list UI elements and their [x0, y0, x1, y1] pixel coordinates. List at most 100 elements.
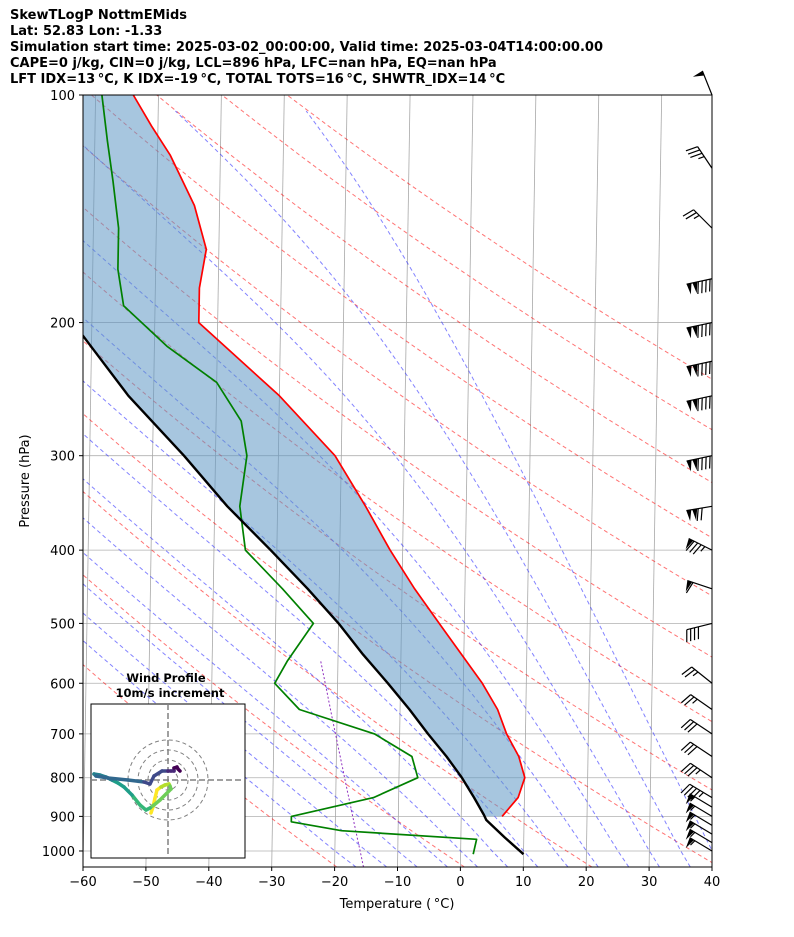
wind-barb-pennant — [686, 400, 692, 412]
wind-barb — [680, 741, 713, 758]
wind-barb-flag — [690, 628, 692, 642]
wind-barb-half-flag — [700, 546, 706, 552]
hodograph-plot — [91, 704, 245, 858]
wind-barb-pennant — [685, 538, 694, 550]
wind-barb — [686, 395, 713, 412]
wind-barb-flag — [685, 582, 694, 594]
index-params-line: LFT IDX=13 °C, K IDX=-19 °C, TOTAL TOTS=… — [10, 72, 506, 87]
y-tick-label: 700 — [50, 728, 75, 743]
wind-barb-flag — [697, 281, 699, 295]
wind-barb-half-flag — [690, 831, 696, 838]
wind-barb-half-flag — [698, 792, 704, 798]
x-tick-label: 30 — [641, 875, 658, 890]
wind-barb — [685, 793, 713, 808]
y-tick-label: 500 — [50, 617, 75, 632]
wind-barb-shaft — [690, 762, 713, 779]
wind-barb — [686, 321, 713, 339]
y-tick-label: 600 — [50, 677, 75, 692]
x-axis-label: Temperature ( °C) — [339, 897, 455, 912]
wind-barb-flag — [697, 325, 699, 338]
wind-barb-shaft — [690, 741, 713, 758]
x-tick-label: −10 — [384, 875, 411, 890]
y-tick-label: 200 — [50, 317, 75, 332]
cin-shaded-area — [83, 95, 525, 817]
hodograph-trace-segment — [176, 767, 182, 773]
wind-barb-flag — [701, 324, 703, 338]
wind-barb — [685, 828, 713, 844]
isotherm-line — [585, 95, 600, 867]
wind-barb-flag — [697, 626, 700, 640]
parcel-profile-line — [83, 333, 525, 856]
dry-adiabat-line — [156, 95, 712, 484]
wind-barb-half-flag — [692, 671, 699, 677]
hodograph-title: Wind Profile — [126, 671, 206, 685]
wind-barb-pennant — [685, 812, 694, 823]
dry-adiabat-line — [83, 574, 465, 867]
moist-adiabat-line — [83, 551, 448, 867]
wind-barb-shaft — [686, 360, 713, 368]
wind-barb-pennant — [686, 283, 692, 295]
moist-adiabat-line — [83, 144, 660, 867]
wind-barb-flag — [701, 280, 703, 294]
dry-adiabat-line — [83, 206, 712, 658]
stability-params-line: CAPE=0 j/kg, CIN=0 j/kg, LCL=896 hPa, LF… — [10, 56, 497, 71]
wind-barb — [682, 209, 713, 229]
wind-barb-flag — [684, 721, 695, 731]
wind-barb — [686, 278, 713, 295]
wind-barb-flag — [689, 542, 699, 553]
wind-barb — [685, 580, 713, 594]
wind-barb-flag — [705, 323, 707, 337]
wind-barb — [680, 783, 713, 800]
y-tick-label: 400 — [50, 544, 75, 559]
wind-barb-flag — [685, 146, 698, 152]
moist-adiabat-line — [175, 110, 691, 867]
wind-barb-flag — [683, 785, 694, 796]
wind-barb — [686, 505, 713, 522]
wind-barb-flag — [697, 398, 699, 412]
wind-barb-flag — [686, 629, 688, 643]
wind-barb-flag — [682, 209, 694, 217]
wind-barb-shaft — [690, 694, 713, 711]
wind-barb-half-flag — [692, 698, 698, 704]
wind-barb-pennant — [685, 829, 694, 840]
x-tick-label: −50 — [132, 875, 159, 890]
wind-barb-pennant — [692, 325, 698, 338]
wind-barb-shaft — [689, 837, 713, 852]
wind-barb-pennant — [685, 580, 693, 592]
wind-barb — [680, 718, 713, 735]
dewpoint-profile-line — [101, 95, 478, 855]
wind-barb-flag — [687, 767, 698, 777]
wind-barb-shaft — [686, 278, 713, 285]
wind-barb-pennant — [692, 281, 698, 294]
wind-barb-shaft — [686, 395, 713, 402]
mixing-ratio-line — [320, 660, 364, 867]
wind-barb-half-flag — [690, 823, 696, 829]
wind-barb — [681, 666, 713, 684]
wind-barb-flag — [697, 458, 699, 472]
location-line: Lat: 52.83 Lon: -1.33 — [10, 24, 163, 39]
wind-barb-pennant — [685, 820, 694, 832]
wind-barb-flag — [680, 783, 691, 794]
hodograph-trace-segment — [106, 776, 130, 782]
wind-barb-flag — [687, 723, 698, 733]
wind-barb-flag — [680, 719, 691, 729]
wind-barb-shaft — [689, 783, 713, 799]
wind-barb-shaft — [689, 793, 713, 808]
wind-barb — [685, 820, 713, 835]
x-tick-label: 20 — [578, 875, 595, 890]
hodograph-subtitle: 10m/s increment — [116, 686, 225, 700]
isotherm-line — [648, 95, 663, 867]
wind-barb-shaft — [701, 70, 713, 96]
wind-barb-flag — [684, 765, 695, 775]
wind-barb-flag — [700, 507, 703, 521]
hodograph-trace-segment — [126, 778, 146, 784]
wind-barb-shaft — [686, 622, 713, 631]
wind-barb — [686, 622, 713, 643]
wind-barb-flag — [693, 627, 696, 641]
wind-barb-flag — [684, 743, 695, 754]
x-tick-label: −20 — [321, 875, 348, 890]
wind-barb-flag — [705, 397, 707, 410]
wind-barb — [680, 762, 713, 779]
wind-barb-pennant — [692, 364, 698, 376]
